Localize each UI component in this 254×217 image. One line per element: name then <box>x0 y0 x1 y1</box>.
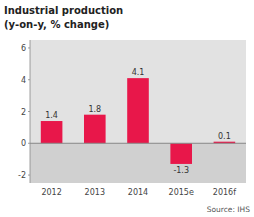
y-tick-label: 0 <box>21 139 26 148</box>
y-tick-label: 6 <box>21 44 26 53</box>
y-tick <box>28 143 30 144</box>
source-note: Source: IHS <box>207 205 251 214</box>
y-tick <box>28 47 30 48</box>
bars <box>41 78 235 164</box>
x-tick-label: 2013 <box>85 188 105 197</box>
title: Industrial production <box>4 5 123 16</box>
subtitle: (y-on-y, % change) <box>4 19 109 30</box>
bar <box>41 121 63 143</box>
zero-line <box>30 143 246 144</box>
chart: 1.4 1.8 4.1 -1.3 0.1 -2 0 2 4 6 2012 2013 2014 2015e 2… <box>0 0 254 217</box>
data-label: 1.4 <box>45 111 58 120</box>
x-tick-label: 2015e <box>169 188 194 197</box>
y-tick-label: -2 <box>18 171 26 180</box>
plot-background <box>30 40 246 183</box>
data-label: -1.3 <box>173 166 189 175</box>
data-label: 1.8 <box>88 105 101 114</box>
y-tick-label: 2 <box>21 108 26 117</box>
bar <box>170 143 192 164</box>
positive-band <box>30 40 246 143</box>
data-label: 0.1 <box>218 132 231 141</box>
data-label: 4.1 <box>132 68 145 77</box>
y-tick <box>28 111 30 112</box>
x-tick-label: 2016f <box>213 188 236 197</box>
x-tick-label: 2012 <box>41 188 61 197</box>
x-tick-label: 2014 <box>128 188 148 197</box>
y-tick <box>28 175 30 176</box>
y-tick-label: 4 <box>21 76 26 85</box>
bar <box>84 115 106 144</box>
bar <box>127 78 149 143</box>
y-tick <box>28 79 30 80</box>
